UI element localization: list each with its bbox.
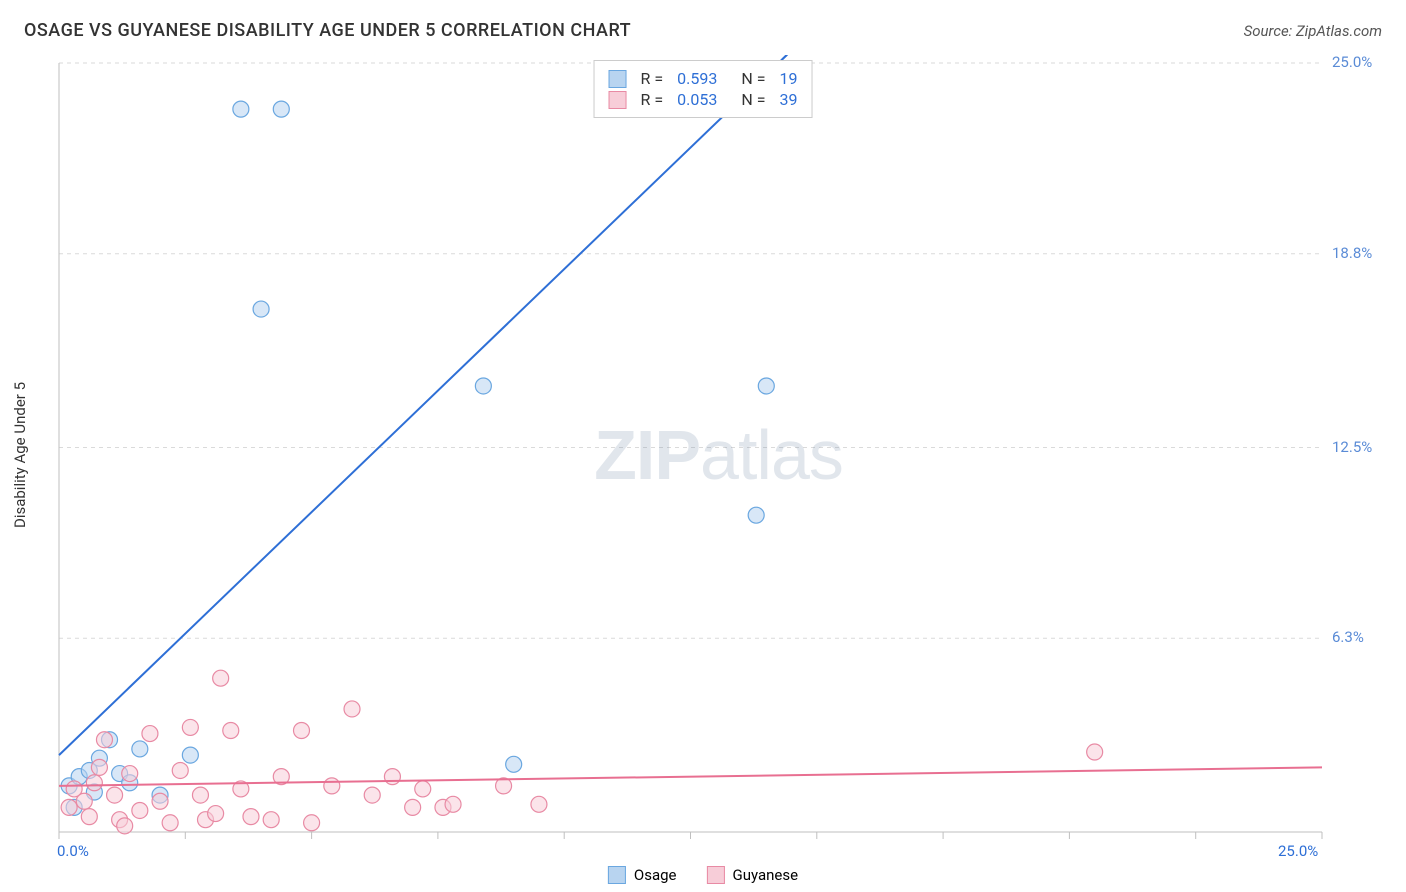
stats-legend-row: R = 0.053 N = 39 <box>609 90 798 109</box>
legend-swatch <box>707 866 725 884</box>
stat-r-label: R = <box>641 90 664 109</box>
y-axis-label: Disability Age Under 5 <box>11 382 29 528</box>
legend-swatch <box>608 866 626 884</box>
stat-n-label: N = <box>741 90 765 109</box>
y-tick-label: 18.8% <box>1332 244 1372 262</box>
source-prefix: Source: <box>1244 22 1296 40</box>
legend-item: Osage <box>608 866 677 884</box>
stat-r-label: R = <box>641 69 664 88</box>
stat-n-value: 19 <box>779 69 797 88</box>
x-axis-min-label: 0.0% <box>57 842 89 860</box>
legend-label: Osage <box>634 866 677 884</box>
x-axis-max-label: 25.0% <box>1278 842 1318 860</box>
series-legend: Osage Guyanese <box>608 866 798 884</box>
stats-legend: R = 0.593 N = 19 R = 0.053 N = 39 <box>594 60 813 118</box>
y-tick-label: 12.5% <box>1332 438 1372 456</box>
chart-area: ZIPatlas <box>55 55 1382 854</box>
legend-label: Guyanese <box>733 866 799 884</box>
chart-title: OSAGE VS GUYANESE DISABILITY AGE UNDER 5… <box>24 20 631 41</box>
legend-swatch <box>609 70 627 88</box>
stat-r-value: 0.053 <box>677 90 717 109</box>
stat-n-value: 39 <box>779 90 797 109</box>
stat-n-label: N = <box>741 69 765 88</box>
stats-legend-row: R = 0.593 N = 19 <box>609 69 798 88</box>
chart-source: Source: ZipAtlas.com <box>1244 22 1382 40</box>
legend-item: Guyanese <box>707 866 799 884</box>
y-tick-label: 25.0% <box>1332 53 1372 71</box>
chart-header: OSAGE VS GUYANESE DISABILITY AGE UNDER 5… <box>24 20 1382 41</box>
source-name: ZipAtlas.com <box>1296 22 1382 40</box>
stat-r-value: 0.593 <box>677 69 717 88</box>
y-tick-label: 6.3% <box>1332 628 1364 646</box>
legend-swatch <box>609 91 627 109</box>
scatter-plot <box>55 55 1382 854</box>
